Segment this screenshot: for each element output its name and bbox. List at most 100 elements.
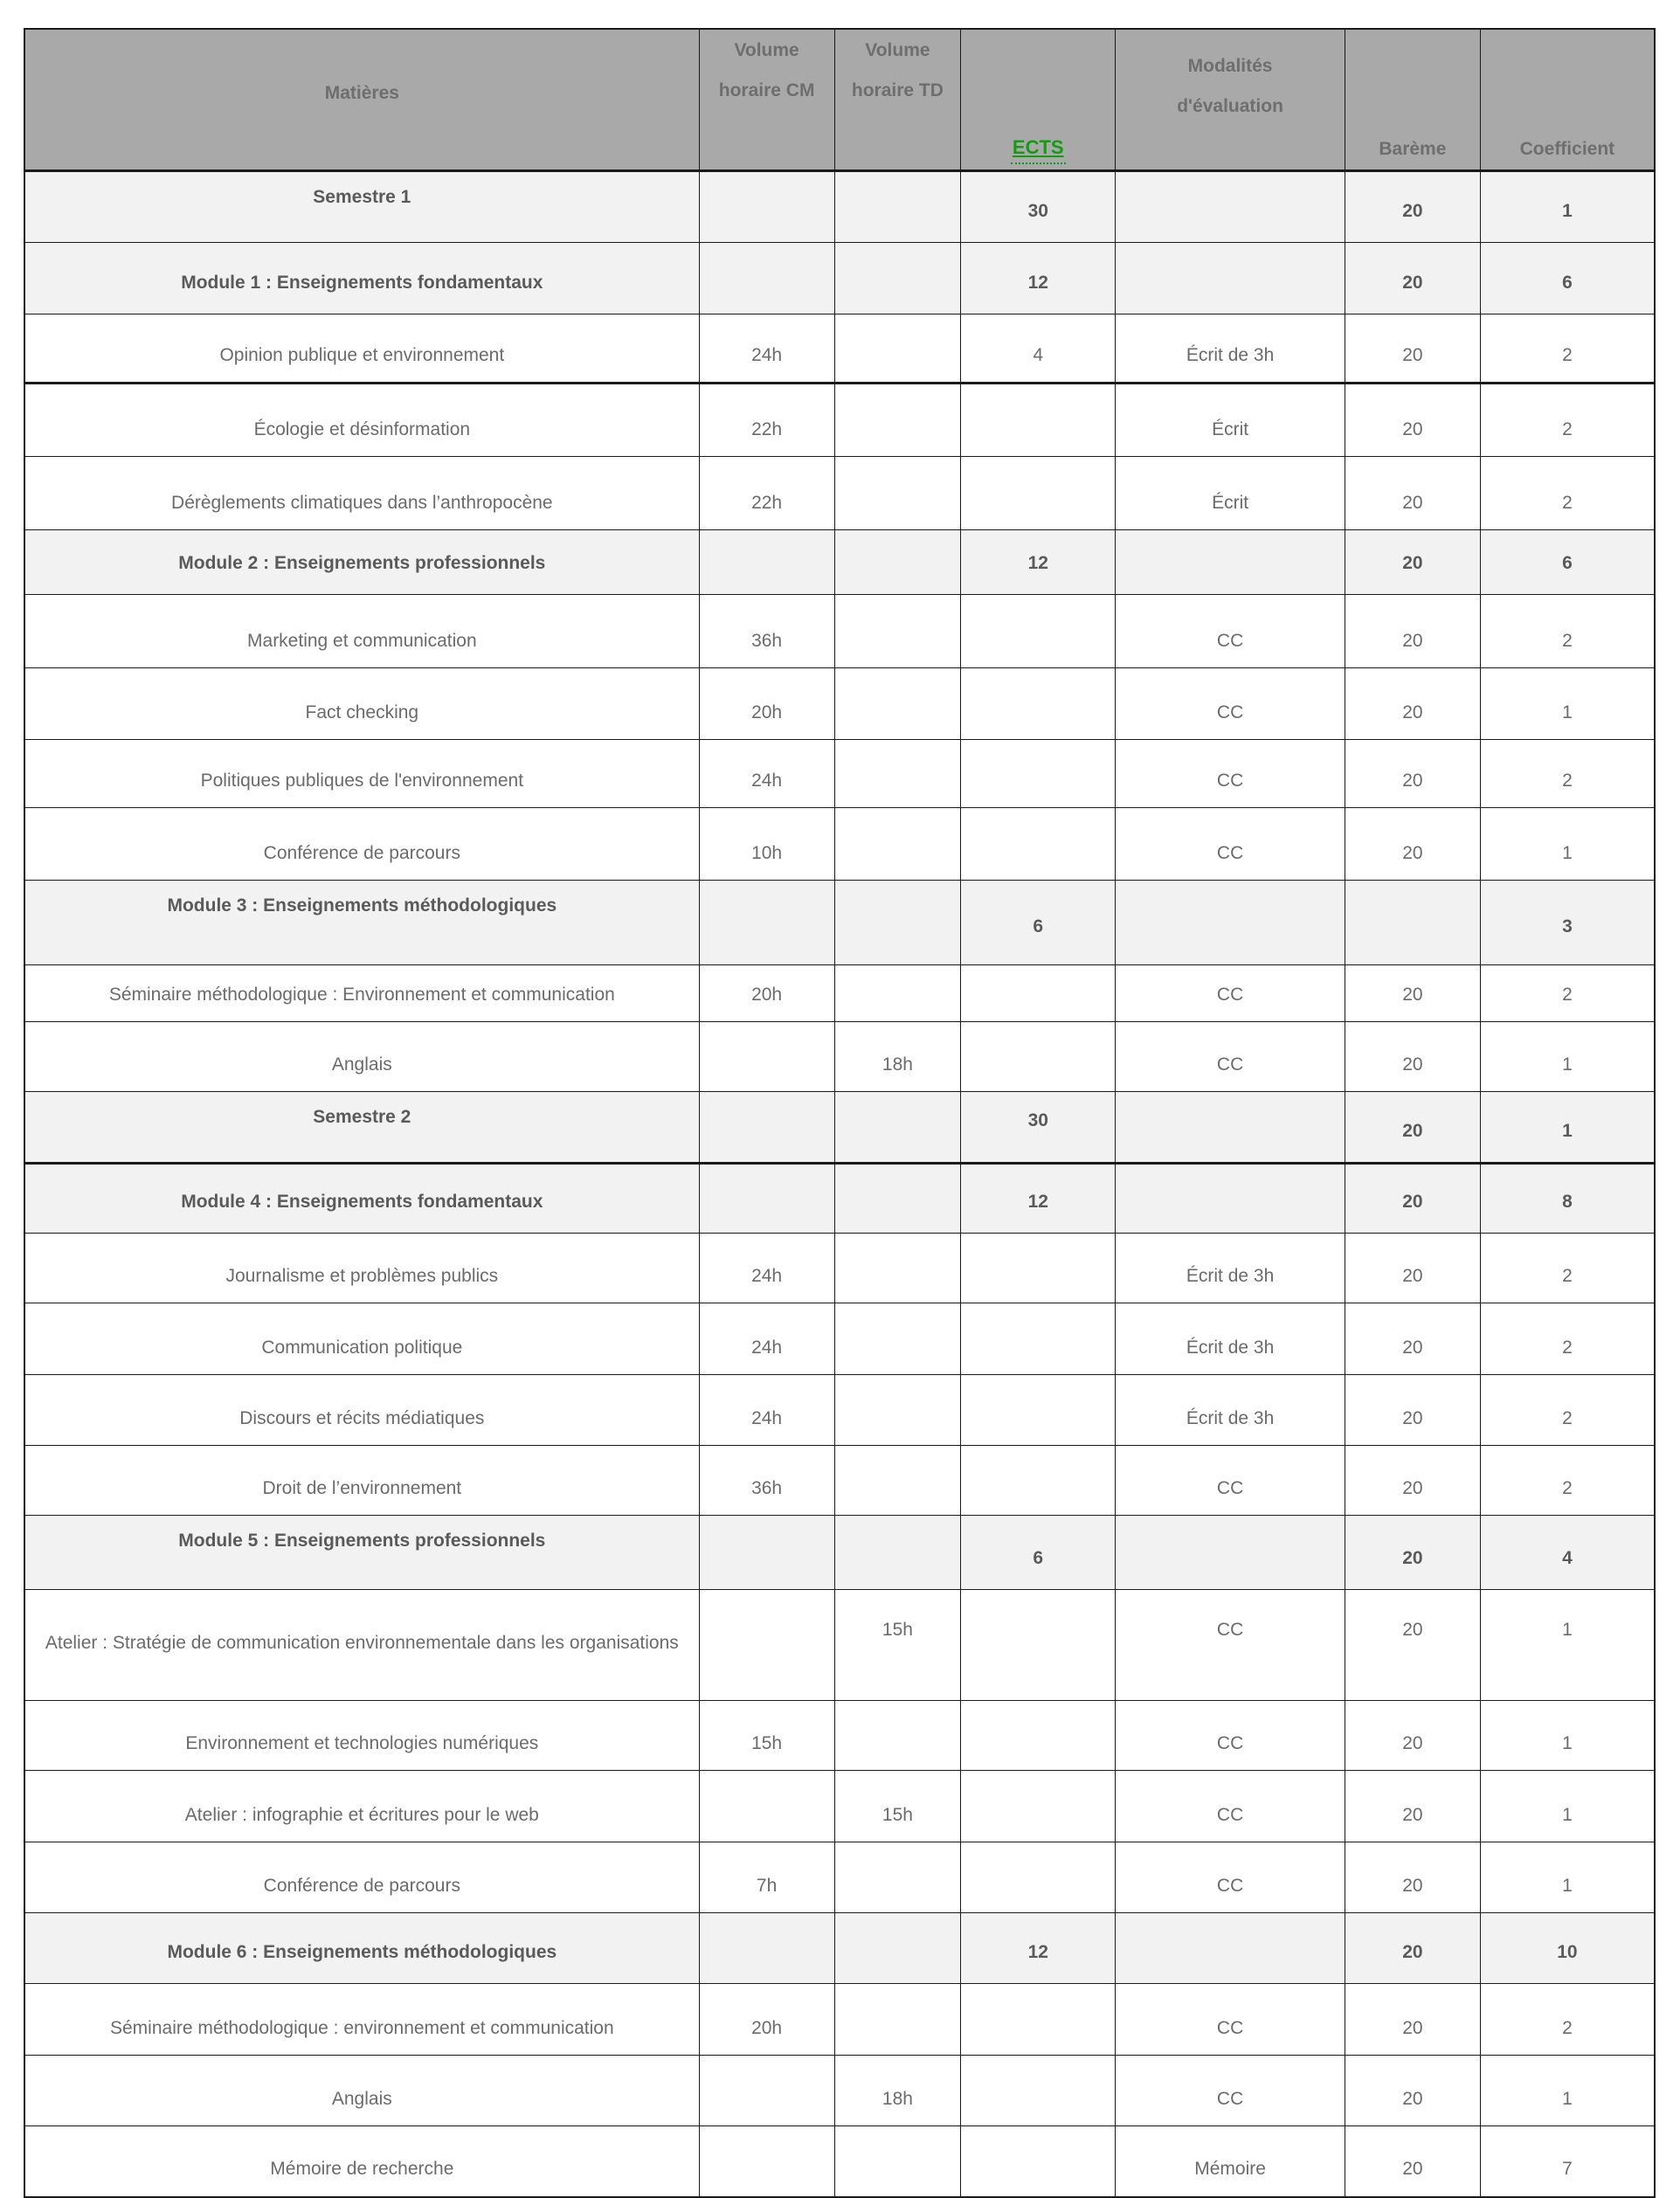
section-row: Semestre 2 30 20 1: [24, 1091, 1656, 1165]
cell-td: [833, 964, 962, 1022]
cell-modalites: Écrit: [1115, 383, 1345, 457]
cell-coefficient: 1: [1479, 1770, 1656, 1842]
cell-value: 2: [1562, 2017, 1573, 2038]
cell-td: [833, 383, 962, 457]
cell-modalites: Écrit de 3h: [1115, 314, 1345, 384]
course-title: Séminaire méthodologique : Environnement…: [108, 984, 615, 1005]
cell-ects: [960, 1374, 1117, 1446]
course-row: Opinion publique et environnement 24h 4 Écr…: [24, 314, 1656, 384]
cell-value: Écrit de 3h: [1186, 1265, 1275, 1286]
course-title: Atelier : Stratégie de communication env…: [45, 1633, 679, 1653]
course-title: Module 4 : Enseignements fondamentaux: [181, 1191, 543, 1212]
cell-coefficient: 1: [1479, 1021, 1656, 1092]
cell-ects: [960, 1021, 1117, 1092]
cell-modalites: Écrit de 3h: [1115, 1303, 1345, 1375]
cell-cm: [698, 1091, 835, 1165]
cell-td: [833, 1303, 962, 1375]
ects-link[interactable]: ECTS: [1010, 136, 1066, 164]
cell-cm: 36h: [698, 1445, 835, 1516]
cell-ects: 30: [960, 170, 1117, 243]
cell-modalites: [1115, 1912, 1345, 1984]
column-header-coefficient: Coefficient: [1479, 28, 1656, 172]
cell-coefficient: 7: [1479, 2125, 1656, 2197]
cell-modalites: CC: [1115, 1700, 1345, 1771]
cell-bareme: 20: [1344, 807, 1481, 881]
cell-cm: [698, 170, 835, 243]
cell-cm: [698, 880, 835, 965]
cell-bareme: 20: [1344, 594, 1481, 668]
course-row: Anglais 18h CC 20 1: [24, 1021, 1656, 1092]
cell-value: 15h: [881, 1620, 913, 1640]
cell-td: [833, 739, 962, 808]
cell-coefficient: 1: [1479, 667, 1656, 740]
cell-coefficient: 6: [1479, 242, 1656, 314]
course-title: Anglais: [331, 1054, 392, 1075]
cell-matiere: Module 5 : Enseignements professionnels: [24, 1515, 700, 1590]
cell-coefficient: 2: [1479, 1233, 1656, 1303]
cell-bareme: 20: [1344, 1374, 1481, 1446]
cell-coefficient: 4: [1479, 1515, 1656, 1590]
cell-coefficient: 10: [1479, 1912, 1656, 1984]
cell-ects: [960, 1983, 1117, 2056]
cell-matiere: Module 1 : Enseignements fondamentaux: [24, 242, 700, 314]
cell-modalites: CC: [1115, 1021, 1345, 1092]
cell-value: 2: [1562, 418, 1573, 439]
course-title: Conférence de parcours: [263, 1875, 460, 1896]
cell-value: CC: [1216, 984, 1244, 1005]
cell-ects: [960, 1233, 1117, 1303]
cell-td: [833, 594, 962, 668]
cell-modalites: [1115, 1515, 1345, 1590]
cell-td: 18h: [833, 1021, 962, 1092]
cell-value: Écrit de 3h: [1186, 344, 1275, 365]
section-row: Module 5 : Enseignements professionnels 6…: [24, 1515, 1656, 1590]
cell-td: [833, 456, 962, 530]
course-title: Module 5 : Enseignements professionnels: [178, 1531, 546, 1551]
cell-value: 1: [1562, 702, 1573, 722]
cell-modalites: CC: [1115, 1445, 1345, 1516]
cell-modalites: CC: [1115, 964, 1345, 1022]
cell-td: 18h: [833, 2055, 962, 2126]
cell-bareme: 20: [1344, 1842, 1481, 1913]
course-row: Atelier : Stratégie de communication env…: [24, 1589, 1656, 1701]
cell-value: 20: [1402, 1120, 1423, 1141]
section-row: Module 3 : Enseignements méthodologiques…: [24, 880, 1656, 965]
cell-modalites: CC: [1115, 739, 1345, 808]
cell-coefficient: 8: [1479, 1163, 1656, 1234]
cell-td: [833, 1233, 962, 1303]
cell-value: 1: [1562, 1054, 1573, 1075]
cell-modalites: CC: [1115, 1842, 1345, 1913]
cell-value: 30: [1027, 200, 1048, 221]
cell-ects: [960, 2125, 1117, 2197]
cell-value: Écrit de 3h: [1186, 1407, 1275, 1428]
course-row: Discours et récits médiatiques 24h Écrit d…: [24, 1374, 1656, 1446]
course-row: Environnement et technologies numériques…: [24, 1700, 1656, 1771]
cell-matiere: Semestre 2: [24, 1091, 700, 1165]
cell-td: [833, 529, 962, 595]
course-title: Écologie et désinformation: [253, 418, 471, 439]
cell-td: [833, 314, 962, 384]
course-title: Module 3 : Enseignements méthodologiques: [167, 895, 557, 916]
cell-value: 6: [1562, 272, 1573, 293]
cell-bareme: 20: [1344, 1912, 1481, 1984]
cell-modalites: Mémoire: [1115, 2125, 1345, 2197]
cell-value: 20: [1402, 552, 1423, 573]
cell-value: 36h: [751, 630, 783, 651]
cell-value: CC: [1216, 1732, 1244, 1753]
cell-value: 2: [1562, 770, 1573, 791]
cell-td: [833, 667, 962, 740]
cell-value: 20: [1402, 770, 1423, 791]
cell-cm: 22h: [698, 383, 835, 457]
cell-cm: 24h: [698, 1233, 835, 1303]
cell-ects: [960, 667, 1117, 740]
cell-modalites: [1115, 1091, 1345, 1165]
cell-modalites: CC: [1115, 1589, 1345, 1701]
cell-value: 1: [1562, 2088, 1573, 2109]
cell-coefficient: 1: [1479, 807, 1656, 881]
course-title: Environnement et technologies numériques: [185, 1732, 539, 1753]
cell-td: [833, 1842, 962, 1913]
cell-matiere: Dérèglements climatiques dans l’anthropo…: [24, 456, 700, 530]
course-title: Anglais: [331, 2088, 392, 2109]
cell-value: 20: [1402, 1407, 1423, 1428]
course-title: Séminaire méthodologique : environnement…: [109, 2017, 614, 2038]
cell-modalites: Écrit de 3h: [1115, 1374, 1345, 1446]
